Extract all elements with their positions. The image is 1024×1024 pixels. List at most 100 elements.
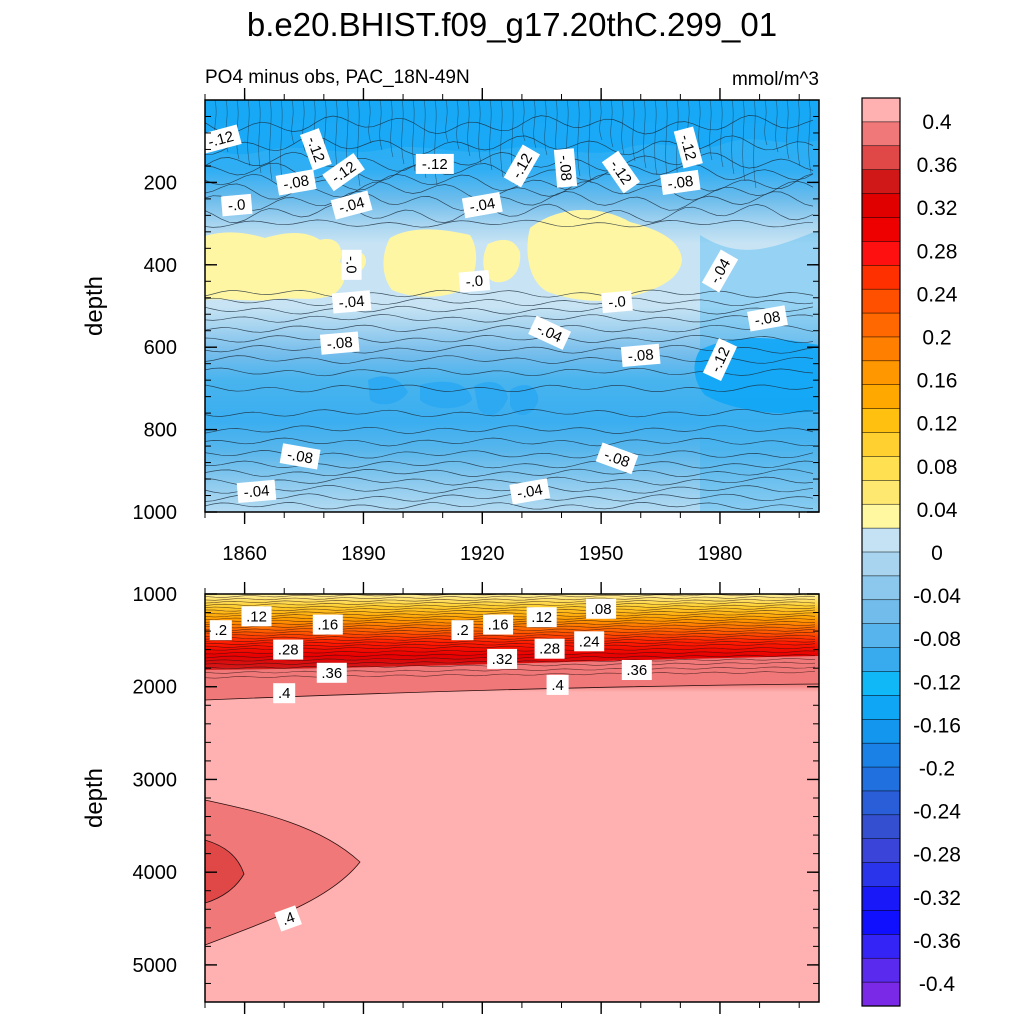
contour-label-text: -.0 [465, 273, 484, 291]
lower-contour-line [205, 595, 816, 604]
lower-contour-line [205, 670, 816, 679]
upper-contour-line [401, 100, 405, 165]
lower-contour-line [205, 637, 816, 645]
upper-contour-labels: -.12 -.12-.12 -.12 -.12 -.08 -.12-.12-.08 -.08… [199, 124, 788, 505]
contour-label-box [586, 598, 617, 619]
upper-blue-blob-2 [420, 381, 472, 409]
contour-label-text: .28 [539, 641, 560, 658]
x-tick-label: 1890 [341, 543, 386, 565]
upper-contour-line [368, 100, 372, 144]
upper-contour-line [599, 100, 603, 141]
contour-label: .28 [534, 638, 565, 659]
upper-contour-line [205, 151, 814, 172]
lower-blob-inner [205, 840, 244, 903]
contour-label-box [341, 249, 362, 280]
y-tick-label: 200 [144, 172, 177, 194]
colorbar-swatch [861, 97, 901, 123]
colorbar-swatch [861, 671, 901, 696]
contour-label-box [199, 124, 242, 154]
colorbar-swatch [861, 695, 901, 720]
contour-label-box [319, 331, 360, 355]
contour-label-text: -.08 [555, 154, 574, 181]
contour-label: .32 [487, 648, 518, 669]
colorbar-label: -0.24 [913, 801, 961, 824]
upper-contour-line [456, 100, 460, 150]
contour-label-text: -.08 [666, 173, 694, 193]
upper-contour-line [205, 437, 814, 447]
upper-contour-line [205, 289, 814, 298]
contour-label-box [546, 674, 569, 695]
contour-label: -.04 [461, 191, 503, 219]
contour-label: .2 [451, 620, 474, 641]
colorbar-label: 0 [931, 542, 943, 565]
contour-label-box [601, 290, 633, 314]
upper-yellow-blob-4 [527, 209, 682, 301]
y-tick-label: 600 [144, 337, 177, 359]
upper-contour-line [205, 115, 814, 135]
contour-label-box [660, 169, 701, 195]
y-tick-label: 400 [144, 255, 177, 277]
contour-label: .36 [316, 662, 347, 683]
upper-contour-line [731, 100, 735, 175]
colorbar-swatch [861, 241, 901, 266]
y-tick-label: 4000 [133, 862, 178, 884]
contour-label-box [273, 683, 296, 704]
upper-blue-blob-4 [510, 385, 539, 416]
upper-contour-line [742, 100, 746, 182]
contour-label-box [331, 290, 372, 314]
contour-label: -.08 [747, 305, 788, 332]
colorbar-label: -0.32 [913, 887, 961, 910]
upper-contour-line [588, 100, 592, 184]
contour-label-box [673, 126, 703, 169]
colorbar-swatch [861, 432, 901, 457]
contour-label-text: -.04 [468, 195, 496, 216]
y-tick-label: 1000 [133, 502, 178, 524]
upper-yellow-blob-1 [205, 232, 346, 301]
contour-label-box [747, 305, 788, 332]
colorbar-swatch [861, 288, 901, 314]
colorbar-label: 0.08 [917, 456, 958, 479]
colorbar-swatch [861, 599, 901, 625]
upper-contour-line [709, 100, 713, 161]
lower-contour-labels: .12 .2 .16 .28 .36 .4 .2 .16 .12 .08 .32 .28 .24 .4 .3… [209, 598, 652, 932]
panel-subtitle: PO4 minus obs, PAC_18N-49N [205, 67, 470, 88]
contour-label: -.08 [319, 331, 360, 355]
lower-contour-line [205, 604, 816, 612]
contour-label-text: -.04 [338, 293, 365, 312]
colorbar-swatch [861, 551, 901, 577]
upper-contour-line [291, 100, 295, 145]
colorbar-label: 0.12 [917, 413, 958, 436]
upper-panel: -.12 -.12-.12 -.12 -.12 -.08 -.12-.12-.08 -.08… [81, 88, 820, 565]
colorbar-label: -0.04 [913, 585, 961, 608]
colorbar-label: 0.4 [922, 111, 952, 134]
contour-label-box [574, 631, 605, 652]
upper-contour-line [205, 408, 814, 418]
contour-label-text: .36 [626, 662, 647, 679]
colorbar-swatch [861, 312, 901, 338]
upper-contour-line [478, 100, 482, 164]
colorbar-label: 0.2 [922, 327, 951, 350]
upper-contour-line [258, 100, 262, 174]
contour-label: .4 [274, 905, 302, 932]
colorbar-swatch [861, 169, 901, 195]
lower-contour-line [205, 594, 598, 598]
contour-label: -.0 [220, 193, 253, 217]
colorbar-swatch [861, 957, 901, 983]
colorbar-label: -0.4 [919, 973, 956, 996]
upper-axis-ticks: 200 400 600 800 1000 1860 1890 1920 1950 1980 [133, 88, 819, 565]
contour-label-text: .2 [456, 622, 469, 639]
contour-label-box [526, 607, 557, 628]
upper-contour-line [205, 476, 814, 486]
contour-label: .12 [526, 607, 557, 628]
colorbar-label: 0.28 [917, 240, 958, 263]
upper-contour-line [205, 493, 814, 502]
upper-contour-line [335, 100, 339, 173]
upper-contour-line [302, 100, 306, 152]
colorbar-swatch [861, 790, 901, 816]
contour-label: -.08 [275, 169, 317, 196]
contour-label-box [503, 144, 541, 188]
colorbar-swatch [861, 121, 901, 147]
figure-title: b.e20.BHIST.f09_g17.20thC.299_01 [247, 6, 777, 43]
colorbar-swatch [861, 145, 901, 171]
contour-label-text: -.12 [422, 156, 448, 173]
